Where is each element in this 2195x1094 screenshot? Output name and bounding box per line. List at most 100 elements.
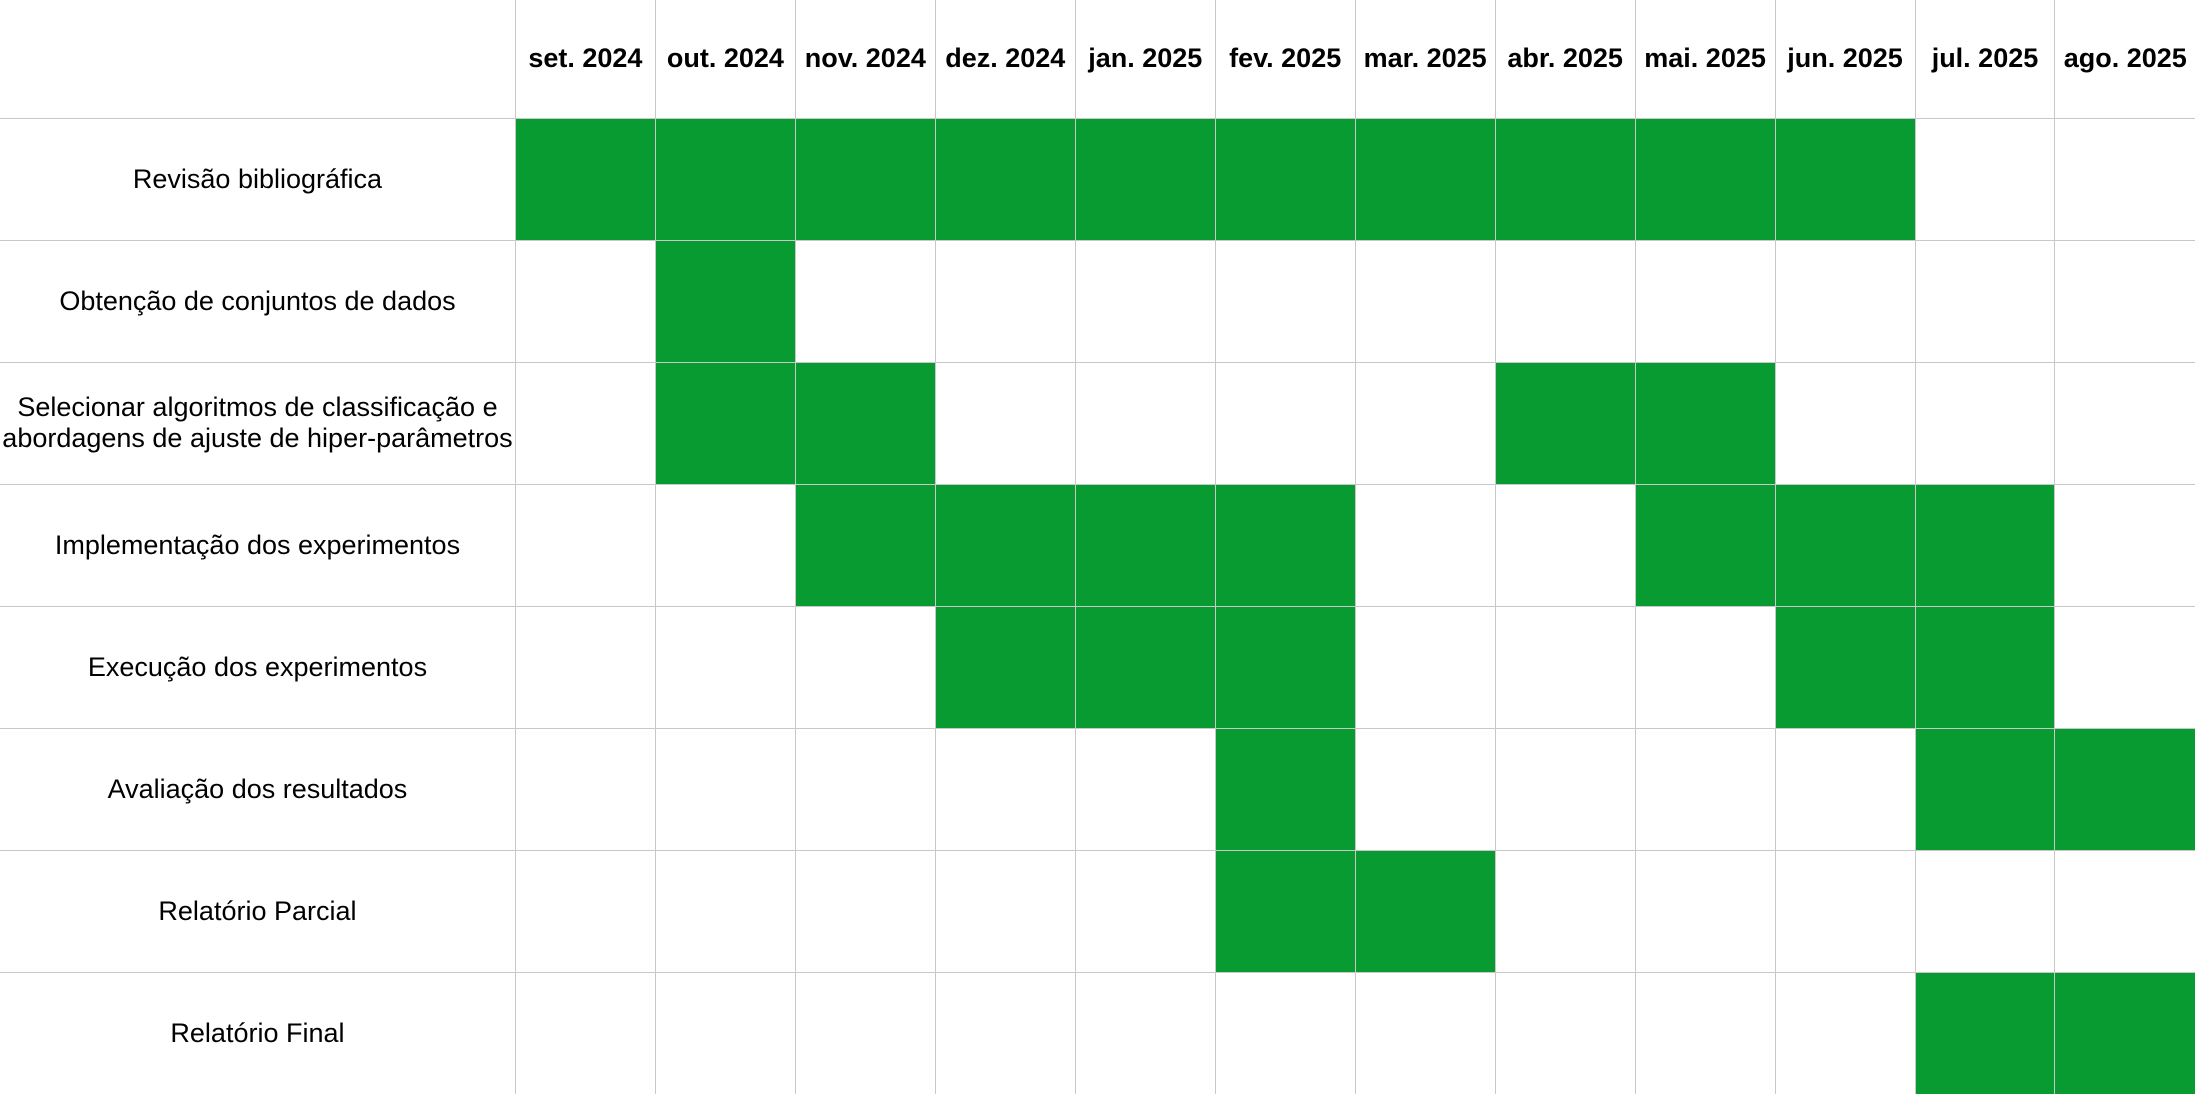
schedule-cell-empty [1214,361,1356,485]
schedule-cell-empty [1074,849,1216,973]
schedule-cell-active [1914,605,2056,729]
schedule-cell-active [1914,971,2056,1094]
schedule-cell-active [514,117,656,241]
schedule-cell-active [934,117,1076,241]
schedule-cell-empty [1494,849,1636,973]
schedule-cell-empty [514,849,656,973]
schedule-cell-empty [2054,117,2195,241]
task-name-cell: Avaliação dos resultados [0,727,516,851]
schedule-cell-active [1214,727,1356,851]
schedule-cell-empty [1774,971,1916,1094]
schedule-cell-active [1354,849,1496,973]
schedule-cell-active [2054,727,2195,851]
schedule-cell-empty [1634,239,1776,363]
schedule-cell-empty [1214,971,1356,1094]
task-row: Avaliação dos resultados [0,727,2195,851]
schedule-cell-empty [1074,361,1216,485]
schedule-cell-active [794,117,936,241]
schedule-cell-empty [1074,727,1216,851]
schedule-cell-empty [794,605,936,729]
schedule-cell-active [2054,971,2195,1094]
schedule-cell-empty [2054,483,2195,607]
schedule-cell-empty [2054,849,2195,973]
month-header: nov. 2024 [794,0,936,119]
task-name-cell: Execução dos experimentos [0,605,516,729]
schedule-cell-empty [1914,361,2056,485]
schedule-cell-empty [1494,727,1636,851]
task-row: Relatório Final [0,971,2195,1094]
month-header: jan. 2025 [1074,0,1216,119]
schedule-cell-empty [1494,483,1636,607]
schedule-cell-empty [1634,971,1776,1094]
schedule-cell-empty [934,361,1076,485]
task-row: Obtenção de conjuntos de dados [0,239,2195,363]
schedule-cell-empty [514,971,656,1094]
task-name-cell: Implementação dos experimentos [0,483,516,607]
month-header: mai. 2025 [1634,0,1776,119]
schedule-cell-empty [1634,849,1776,973]
schedule-cell-active [1214,483,1356,607]
month-header: out. 2024 [654,0,796,119]
task-name-cell: Relatório Parcial [0,849,516,973]
schedule-cell-active [1774,483,1916,607]
schedule-cell-empty [514,239,656,363]
schedule-cell-active [1214,117,1356,241]
schedule-cell-empty [654,971,796,1094]
schedule-cell-empty [1774,361,1916,485]
schedule-cell-active [1914,483,2056,607]
month-header: set. 2024 [514,0,656,119]
task-row: Execução dos experimentos [0,605,2195,729]
schedule-cell-empty [514,605,656,729]
schedule-cell-active [1634,117,1776,241]
schedule-cell-empty [1354,971,1496,1094]
schedule-cell-empty [1634,727,1776,851]
schedule-cell-active [794,361,936,485]
schedule-cell-empty [514,727,656,851]
schedule-cell-active [1214,605,1356,729]
schedule-cell-empty [1914,849,2056,973]
schedule-cell-active [794,483,936,607]
schedule-cell-empty [1354,727,1496,851]
schedule-cell-active [1634,361,1776,485]
schedule-cell-active [1074,483,1216,607]
schedule-cell-empty [2054,361,2195,485]
schedule-cell-empty [1074,239,1216,363]
month-header: abr. 2025 [1494,0,1636,119]
task-rows: Revisão bibliográfica Obtenção de conjunt… [0,117,2195,1094]
task-row: Relatório Parcial [0,849,2195,973]
schedule-cell-empty [1774,727,1916,851]
task-row: Selecionar algoritmos de classificação e… [0,361,2195,485]
schedule-cell-empty [654,605,796,729]
schedule-cell-empty [1354,605,1496,729]
schedule-cell-active [1914,727,2056,851]
schedule-cell-empty [794,239,936,363]
month-header: fev. 2025 [1214,0,1356,119]
schedule-cell-active [934,483,1076,607]
schedule-cell-empty [2054,239,2195,363]
schedule-cell-empty [1354,239,1496,363]
schedule-cell-empty [794,849,936,973]
task-name-cell: Relatório Final [0,971,516,1094]
schedule-cell-active [1774,117,1916,241]
schedule-cell-active [1774,605,1916,729]
schedule-cell-empty [1914,117,2056,241]
schedule-cell-active [1074,605,1216,729]
schedule-cell-active [1214,849,1356,973]
schedule-cell-empty [1914,239,2056,363]
schedule-cell-empty [1354,361,1496,485]
schedule-cell-empty [1494,239,1636,363]
task-name-cell: Revisão bibliográfica [0,117,516,241]
schedule-cell-empty [654,727,796,851]
schedule-cell-empty [1074,971,1216,1094]
schedule-cell-empty [654,849,796,973]
schedule-cell-empty [934,727,1076,851]
month-header: jul. 2025 [1914,0,2056,119]
schedule-cell-empty [1774,849,1916,973]
schedule-cell-active [934,605,1076,729]
task-name-cell: Obtenção de conjuntos de dados [0,239,516,363]
task-row: Implementação dos experimentos [0,483,2195,607]
schedule-cell-empty [654,483,796,607]
schedule-cell-empty [1634,605,1776,729]
schedule-cell-empty [1354,483,1496,607]
task-row: Revisão bibliográfica [0,117,2195,241]
